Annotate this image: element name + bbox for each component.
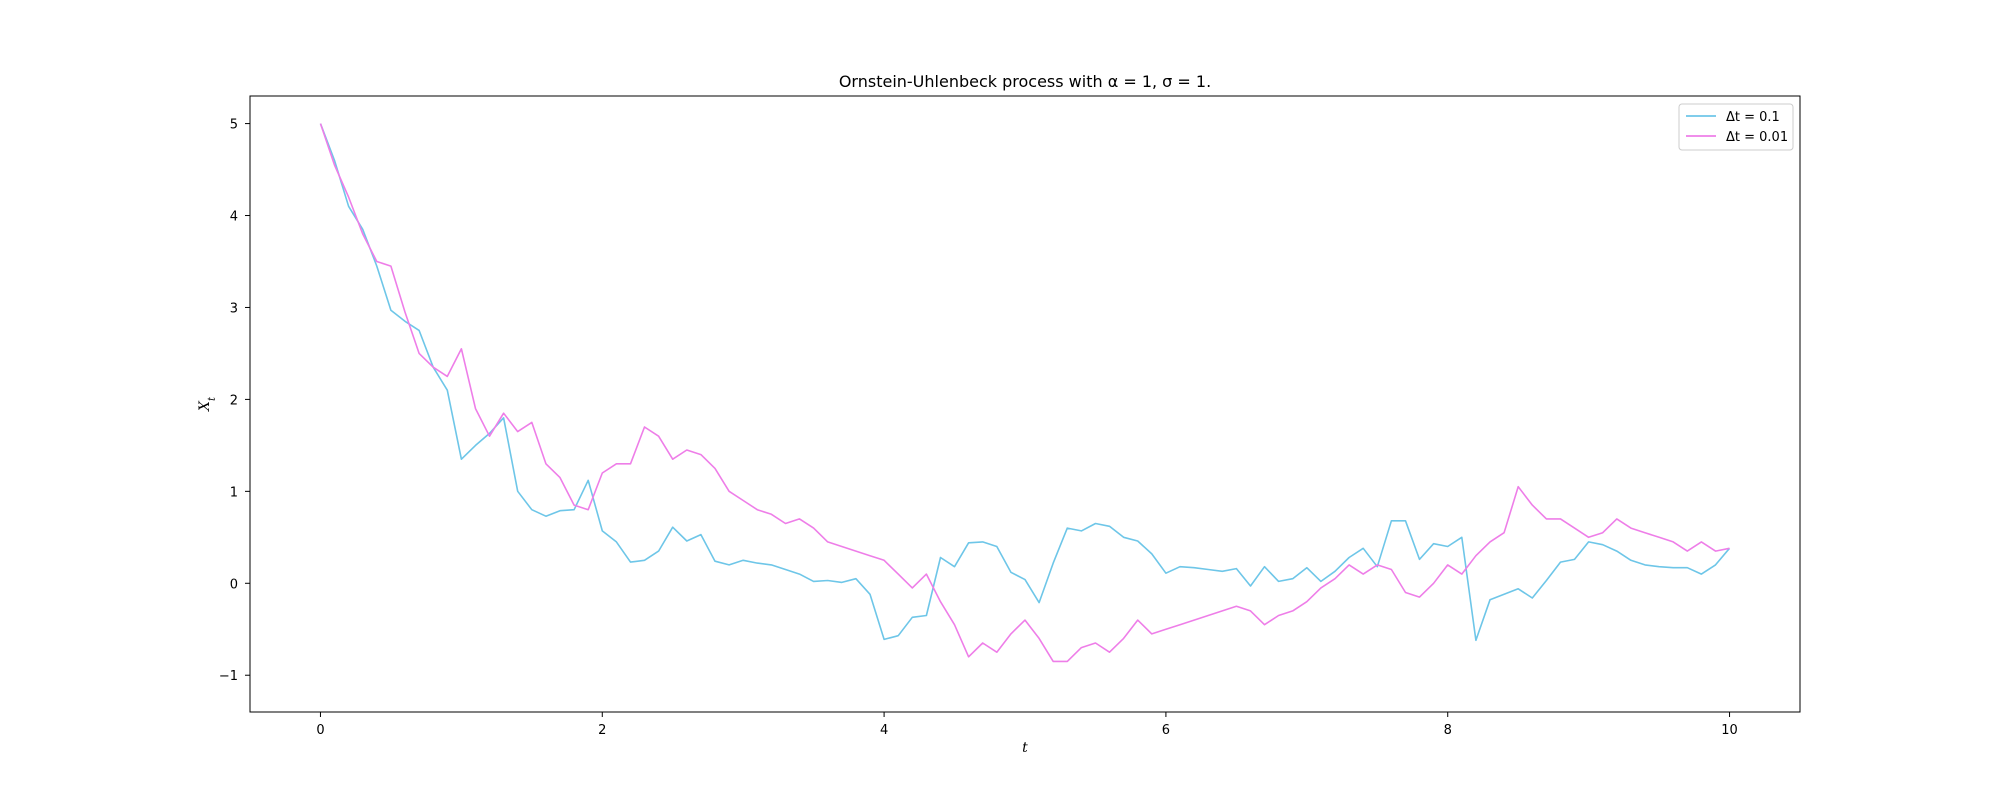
legend-label-1: Δt = 0.1 xyxy=(1726,110,1780,125)
legend: Δt = 0.1 Δt = 0.01 xyxy=(1678,103,1794,151)
y-tick-label: 1 xyxy=(230,485,238,500)
x-tick-label: 4 xyxy=(880,723,888,738)
series-line-2 xyxy=(319,123,1730,663)
chart-title: Ornstein-Uhlenbeck process with α = 1, σ… xyxy=(839,72,1211,91)
x-axis-label: t xyxy=(1022,740,1028,756)
y-tick-label: 0 xyxy=(230,577,238,592)
plot-frame xyxy=(249,95,1801,713)
x-axis: 0 2 4 6 8 10 xyxy=(316,712,1738,738)
x-tick-label: 8 xyxy=(1444,723,1452,738)
y-tick-label: 3 xyxy=(230,301,238,316)
y-axis-label: Xt xyxy=(197,396,218,412)
series-line-1 xyxy=(319,123,1731,642)
y-tick-label: 2 xyxy=(230,393,238,408)
x-tick-label: 2 xyxy=(598,723,606,738)
x-tick-label: 10 xyxy=(1721,723,1738,738)
legend-label-2: Δt = 0.01 xyxy=(1726,130,1788,145)
y-tick-label: −1 xyxy=(219,669,238,684)
y-tick-label: 4 xyxy=(230,210,238,225)
y-tick-label: 5 xyxy=(230,118,238,133)
y-axis: −1 0 1 2 3 4 5 xyxy=(219,118,250,684)
series-layer xyxy=(319,123,1731,663)
x-tick-label: 6 xyxy=(1162,723,1170,738)
x-tick-label: 0 xyxy=(316,723,324,738)
